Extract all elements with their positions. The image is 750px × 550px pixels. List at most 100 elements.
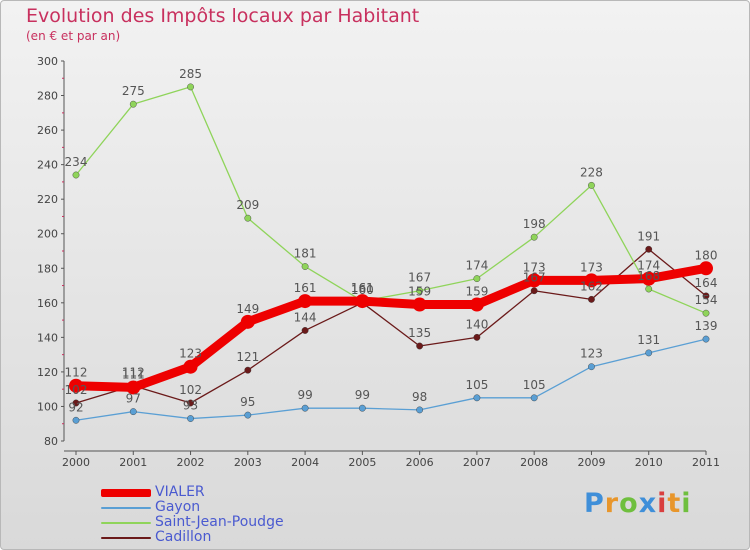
data-point [530, 287, 538, 295]
data-point [530, 394, 538, 402]
x-tick-label: 2008 [520, 456, 548, 469]
x-tick-label: 2005 [348, 456, 376, 469]
data-point [129, 408, 137, 416]
data-point [183, 359, 198, 374]
data-point [129, 100, 137, 108]
legend-swatch [101, 507, 151, 509]
legend-swatch [101, 489, 151, 497]
logo-letter: i [681, 488, 692, 519]
data-label: 123 [580, 347, 603, 361]
data-label: 174 [637, 259, 660, 273]
data-label: 173 [580, 260, 603, 274]
data-label: 167 [408, 271, 431, 285]
logo-letter: P [584, 488, 605, 519]
data-point [584, 273, 599, 288]
data-label: 140 [465, 317, 488, 331]
data-point [588, 295, 595, 303]
legend-label: VIALER [155, 484, 205, 500]
data-point [645, 349, 653, 357]
legend-item: VIALER [101, 484, 361, 500]
y-tick-label: 160 [37, 297, 58, 310]
y-tick-label: 280 [37, 90, 58, 103]
data-label: 131 [637, 333, 660, 347]
y-tick-label: 80 [44, 435, 58, 448]
data-point [416, 342, 424, 350]
logo-letter: r [604, 488, 620, 519]
data-label: 99 [297, 388, 312, 402]
data-point [355, 294, 370, 309]
axes: 80 100 120 140 160 180 200 220 240 260 280 300 2000 2… [37, 55, 720, 469]
data-point [244, 366, 252, 374]
data-label: 160 [351, 283, 374, 297]
data-point [244, 214, 252, 222]
legend-swatch [101, 537, 151, 539]
logo-letter: x [638, 488, 658, 519]
data-point [187, 399, 194, 407]
x-tick-label: 2011 [692, 456, 720, 469]
data-label: 159 [465, 285, 488, 299]
data-label: 93 [183, 399, 198, 413]
data-label: 144 [294, 310, 317, 324]
x-tick-label: 2002 [177, 456, 205, 469]
data-point [530, 233, 538, 241]
data-point [702, 335, 710, 343]
x-tick-label: 2001 [119, 456, 147, 469]
data-point [416, 287, 424, 295]
data-label: 164 [695, 276, 718, 290]
data-point [301, 327, 309, 334]
data-label: 159 [408, 285, 431, 299]
legend: VIALER Gayon Saint-Jean-Poudge Cadillon [101, 484, 361, 545]
y-tick-label: 200 [37, 228, 58, 241]
legend-item: Saint-Jean-Poudge [101, 514, 361, 530]
series-line-vialer [71, 263, 711, 392]
data-label: 111 [122, 367, 145, 381]
data-label: 149 [236, 302, 259, 316]
data-point [473, 275, 481, 283]
data-label: 191 [637, 229, 660, 243]
series-lines [71, 86, 711, 421]
data-label: 99 [355, 388, 370, 402]
data-point [469, 297, 484, 312]
data-label: 198 [523, 217, 546, 231]
data-label: 98 [412, 390, 427, 404]
x-tick-label: 2009 [577, 456, 605, 469]
data-label: 209 [236, 198, 259, 212]
data-point [72, 399, 80, 407]
logo-letter: t [667, 488, 682, 519]
data-point [702, 292, 710, 300]
data-point [588, 181, 595, 189]
y-tick-label: 180 [37, 262, 58, 275]
data-point [187, 415, 194, 422]
data-point [187, 83, 194, 91]
data-label: 181 [294, 247, 317, 261]
data-point [72, 171, 80, 179]
legend-item: Gayon [101, 499, 361, 515]
y-tick-label: 260 [37, 124, 58, 137]
data-point [641, 271, 656, 286]
data-label: 154 [695, 293, 718, 307]
series-points [69, 83, 713, 424]
data-point [69, 378, 83, 393]
data-label: 161 [351, 281, 374, 295]
data-label: 112 [65, 366, 88, 380]
data-point [645, 245, 653, 253]
data-point [240, 314, 255, 329]
data-label: 121 [236, 350, 259, 364]
chart-subtitle: (en € et par an) [26, 29, 121, 43]
data-label: 167 [523, 271, 546, 285]
data-label: 285 [179, 67, 202, 81]
data-point [301, 404, 309, 412]
data-point [473, 333, 481, 341]
x-tick-label: 2003 [234, 456, 262, 469]
x-tick-label: 2007 [463, 456, 491, 469]
data-label: 105 [523, 378, 546, 392]
data-label: 162 [580, 279, 603, 293]
data-label: 228 [580, 165, 603, 179]
logo-letter: i [657, 488, 668, 519]
data-point [645, 285, 653, 293]
legend-swatch [101, 522, 151, 524]
data-label: 161 [351, 281, 374, 295]
data-label: 105 [465, 378, 488, 392]
series-line-gayon [75, 338, 707, 421]
